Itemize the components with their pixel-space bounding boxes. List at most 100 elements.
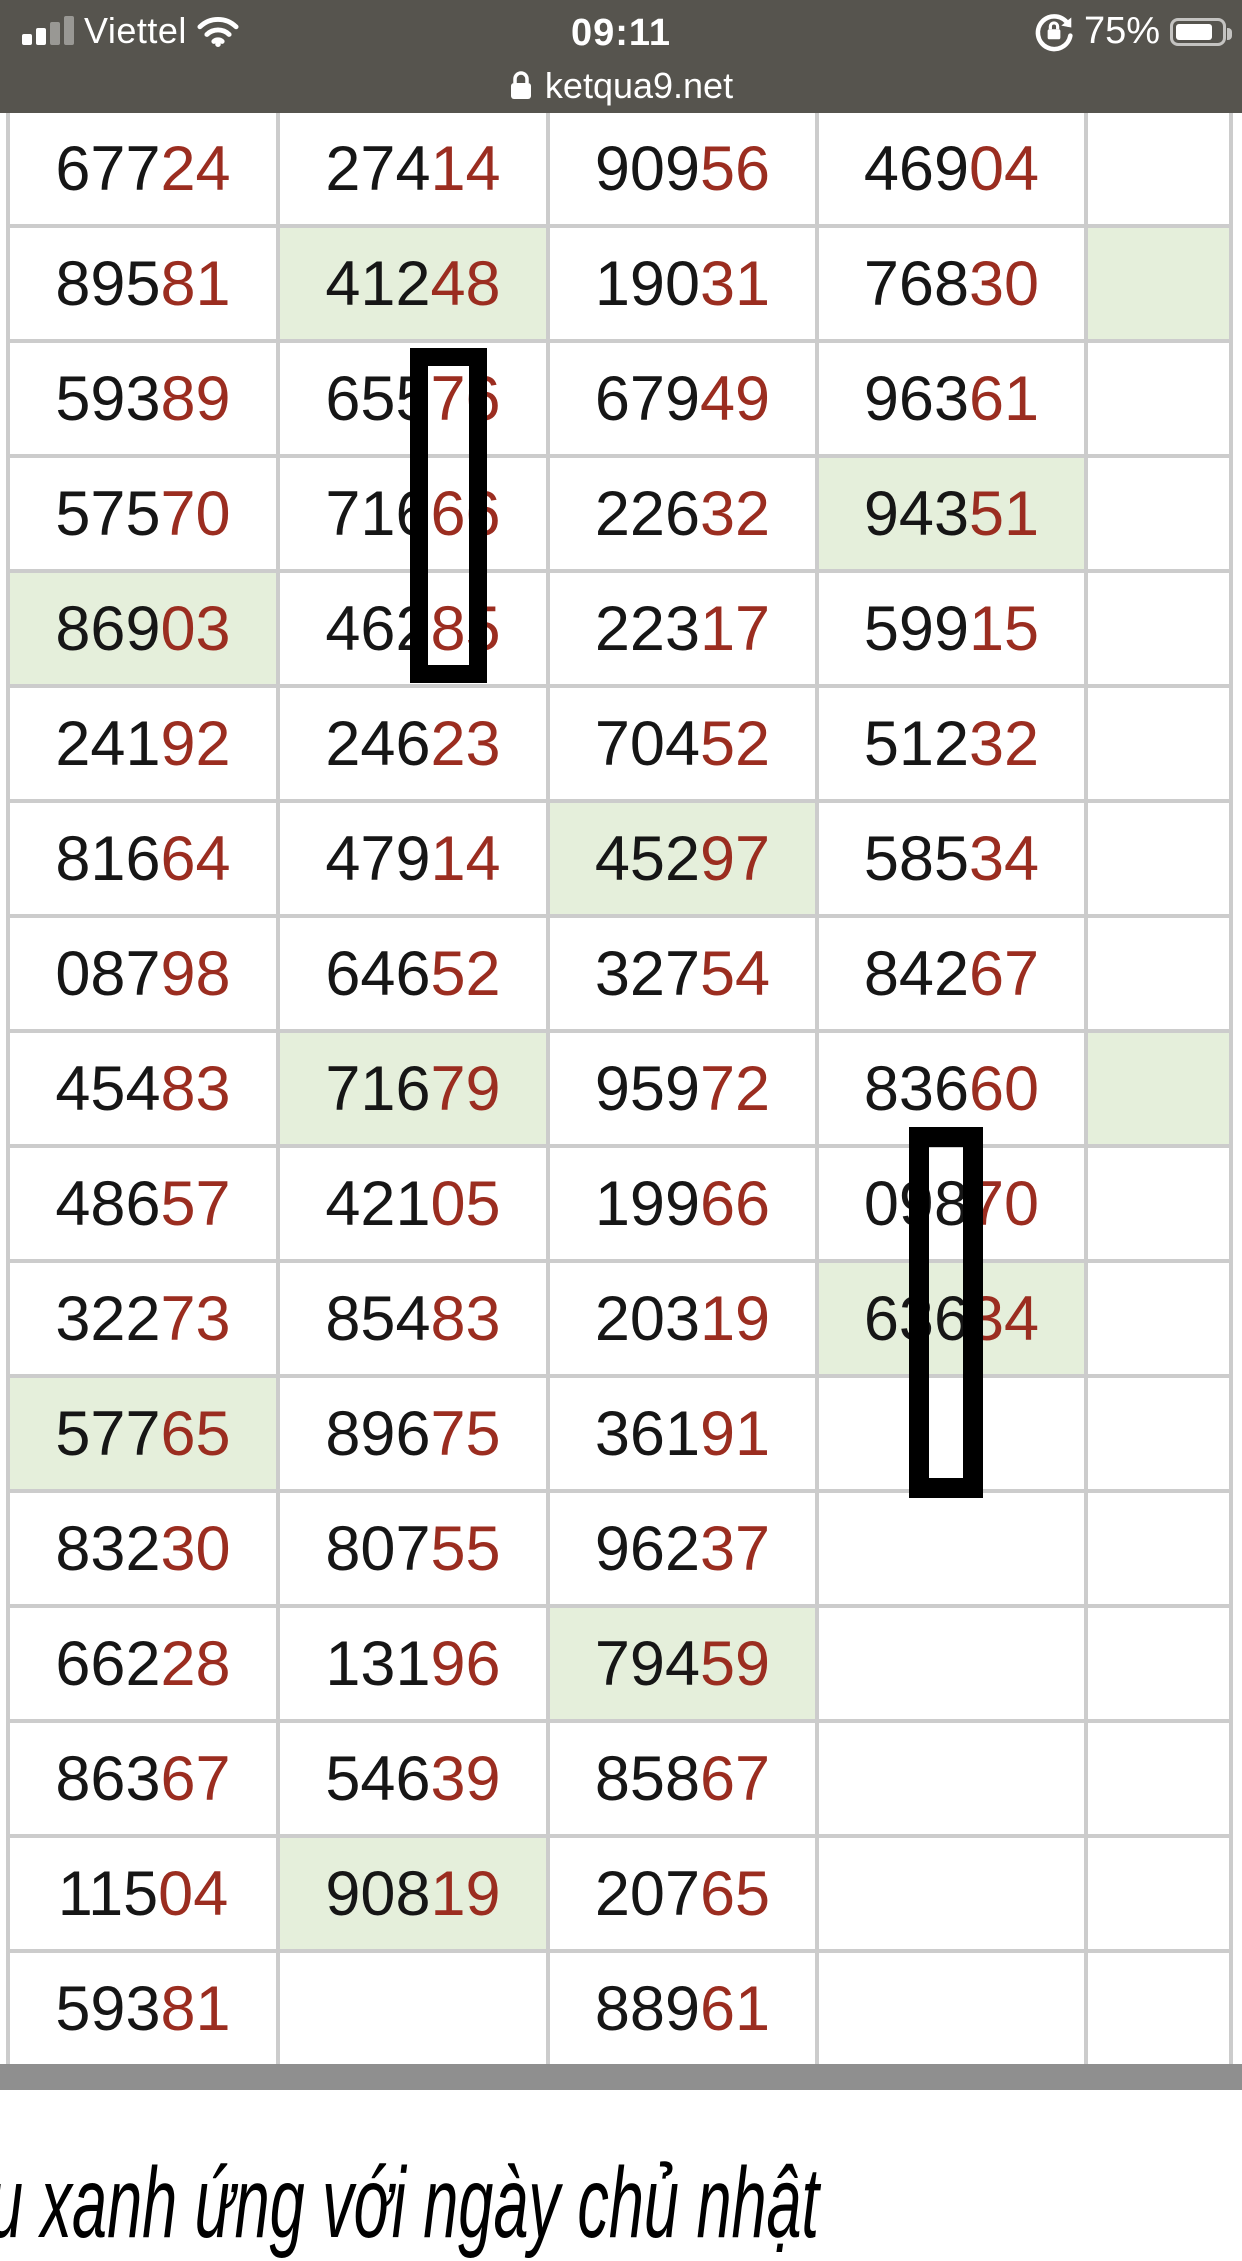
table-cell: 854 83 [280,1263,546,1374]
table-cell: 207 65 [550,1838,815,1949]
url-bar[interactable]: ketqua9.net [0,58,1242,113]
number-red-digits: 15 [969,593,1040,664]
table-cell: 223 17 [550,573,815,684]
number-black-digits: 895 [55,248,161,319]
table-cell: 869 03 [10,573,276,684]
table-cell: 863 67 [10,1723,276,1834]
table-cell: 322 73 [10,1263,276,1374]
number-red-digits: 97 [700,823,771,894]
number-black-digits: 452 [594,823,701,894]
table-cell: 115 04 [10,1838,276,1949]
table-cell: 679 49 [550,343,815,454]
table-cell: 246 23 [280,688,546,799]
table-cell: 327 54 [550,918,815,1029]
table-cell [819,1838,1084,1949]
table-cell: 816 64 [10,803,276,914]
number-red-digits: 81 [160,248,231,319]
number-red-digits: 92 [160,708,231,779]
number-red-digits: 30 [160,1513,231,1584]
number-red-digits: 61 [700,1973,771,2044]
number-black-digits: 716 [325,1053,431,1124]
number-black-digits: 241 [55,708,161,779]
table-cell: 959 72 [550,1033,815,1144]
number-black-digits: 454 [55,1053,161,1124]
number-black-digits: 421 [325,1168,431,1239]
table-cell: 908 19 [280,1838,546,1949]
number-red-digits: 72 [700,1053,771,1124]
number-red-digits: 83 [430,1283,501,1354]
number-black-digits: 909 [594,133,701,204]
number-black-digits: 246 [325,708,431,779]
number-black-digits: 575 [55,478,161,549]
number-black-digits: 512 [863,708,970,779]
number-red-digits: 23 [430,708,501,779]
number-black-digits: 599 [863,593,970,664]
table-cell [1088,1838,1229,1949]
table-cell [1088,803,1229,914]
table-cell: 593 89 [10,343,276,454]
carrier-label: Viettel [84,10,187,51]
table-cell [1088,1263,1229,1374]
table-cell: 716 79 [280,1033,546,1144]
table-cell: 794 59 [550,1608,815,1719]
table-cell: 226 32 [550,458,815,569]
table-cell: 832 30 [10,1493,276,1604]
battery-percent: 75% [1083,10,1160,52]
number-red-digits: 48 [430,248,501,319]
number-black-digits: 131 [325,1628,431,1699]
number-black-digits: 832 [55,1513,161,1584]
status-left-group: Viettel [22,10,239,52]
number-red-digits: 28 [160,1628,231,1699]
table-cell [1088,1953,1229,2064]
clock: 09:11 [570,12,672,54]
table-cell: 421 05 [280,1148,546,1259]
table-cell: 412 48 [280,228,546,339]
number-red-digits: 54 [700,938,771,1009]
battery-icon [1170,17,1232,46]
table-cell: 512 32 [819,688,1084,799]
number-black-digits: 486 [55,1168,161,1239]
number-red-digits: 34 [969,823,1040,894]
number-red-digits: 59 [700,1628,771,1699]
table-cell: 858 67 [550,1723,815,1834]
number-red-digits: 89 [160,363,231,434]
number-red-digits: 81 [160,1973,231,2044]
number-red-digits: 57 [160,1168,231,1239]
number-black-digits: 469 [863,133,970,204]
number-red-digits: 85 [430,593,501,664]
number-red-digits: 04 [969,133,1040,204]
number-black-digits: 896 [325,1398,431,1469]
number-red-digits: 52 [430,938,501,1009]
number-black-digits: 863 [55,1743,161,1814]
number-black-digits: 546 [325,1743,431,1814]
number-black-digits: 223 [594,593,701,664]
status-bar-top-row: Viettel 09:11 75% [0,0,1242,58]
table-cell: 662 28 [10,1608,276,1719]
table-cell: 087 98 [10,918,276,1029]
table-cell [1088,688,1229,799]
table-cell [819,1378,1084,1489]
number-black-digits: 479 [325,823,431,894]
table-cell: 131 96 [280,1608,546,1719]
number-red-digits: 65 [160,1398,231,1469]
table-cell [1088,1493,1229,1604]
table-cell: 677 24 [10,113,276,224]
table-cell: 361 91 [550,1378,815,1489]
number-red-digits: 04 [158,1858,229,1929]
number-red-digits: 98 [160,938,231,1009]
table-cell: 274 14 [280,113,546,224]
table-cell: 479 14 [280,803,546,914]
number-red-digits: 64 [160,823,231,894]
table-cell: 768 30 [819,228,1084,339]
table-cell [1088,1033,1229,1144]
number-black-digits: 908 [325,1858,431,1929]
number-red-digits: 55 [430,1513,501,1584]
number-red-digits: 31 [700,248,771,319]
number-red-digits: 24 [160,133,231,204]
number-red-digits: 39 [430,1743,501,1814]
number-red-digits: 66 [700,1168,771,1239]
number-red-digits: 60 [969,1053,1040,1124]
number-black-digits: 677 [55,133,161,204]
number-black-digits: 203 [594,1283,701,1354]
table-cell: 469 04 [819,113,1084,224]
